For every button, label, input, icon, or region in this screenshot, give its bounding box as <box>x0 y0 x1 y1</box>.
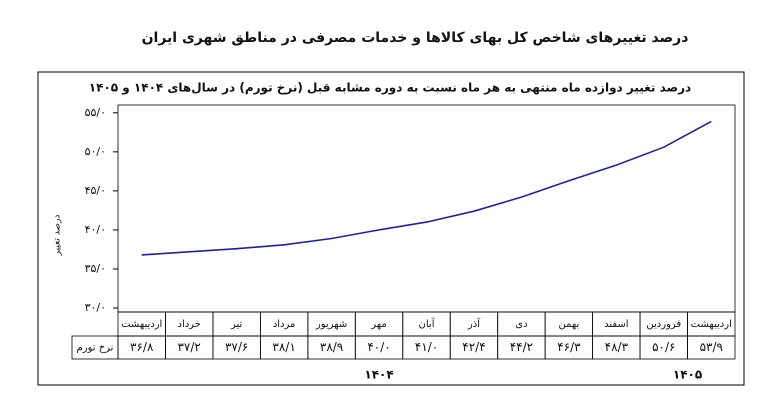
x-tick-label: فروردین <box>646 319 681 330</box>
x-tick-label: شهریور <box>315 319 347 330</box>
x-tick-label: آبان <box>419 317 436 330</box>
y-tick-label: ۴۰/۰ <box>85 223 106 236</box>
x-tick-label: اردیبهشت <box>691 319 732 330</box>
x-tick-label: آذر <box>467 317 481 330</box>
x-tick-label: بهمن <box>558 319 579 330</box>
x-tick-label: خرداد <box>177 319 200 330</box>
table-cell <box>687 335 736 360</box>
y-tick-label: ۵۵/۰ <box>85 106 106 119</box>
chart-title: درصد تغییرهای شاخص کل بهای کالاها و خدما… <box>142 30 689 46</box>
y-tick-label: ۴۵/۰ <box>85 184 106 197</box>
value-label: ۳۷/۲ <box>177 340 200 354</box>
chart-subtitle: درصد تغییر دوازده ماه منتهی به هر ماه نس… <box>89 81 691 96</box>
value-label: ۳۸/۹ <box>320 340 343 354</box>
value-label: ۳۷/۶ <box>225 340 248 354</box>
value-label: ۵۰/۶ <box>652 340 675 354</box>
value-label: ۵۳/۹ <box>700 340 723 354</box>
x-tick-label: دی <box>515 319 527 330</box>
y-tick-label: ۳۵/۰ <box>85 262 106 275</box>
value-label: ۳۶/۸ <box>130 340 154 354</box>
line <box>141 120 712 256</box>
value-label: ۴۰/۰ <box>367 340 390 354</box>
value-label: ۴۸/۳ <box>605 340 629 354</box>
x-tick-label: اسفند <box>604 319 628 330</box>
value-label: ۴۱/۰ <box>415 340 438 354</box>
row-label: نرخ تورم <box>77 343 114 354</box>
value-label: ۴۴/۲ <box>510 340 533 354</box>
year-label: ۱۴۰۵ <box>673 368 702 382</box>
x-tick-label: اردیبهشت <box>121 319 162 330</box>
value-label: ۳۸/۱ <box>272 340 295 354</box>
x-tick-label: مهر <box>370 319 386 330</box>
value-label: ۴۲/۴ <box>462 340 485 354</box>
y-tick-label: ۳۰/۰ <box>85 301 106 314</box>
year-label: ۱۴۰۴ <box>364 368 393 382</box>
value-label: ۴۶/۳ <box>557 340 581 354</box>
y-axis-label: درصد تغییر <box>53 215 63 257</box>
frame <box>37 71 745 386</box>
plot-area <box>117 104 736 313</box>
y-tick-label: ۵۰/۰ <box>85 145 106 158</box>
x-tick-label: تیر <box>230 319 243 330</box>
x-tick-label: مرداد <box>273 319 296 330</box>
